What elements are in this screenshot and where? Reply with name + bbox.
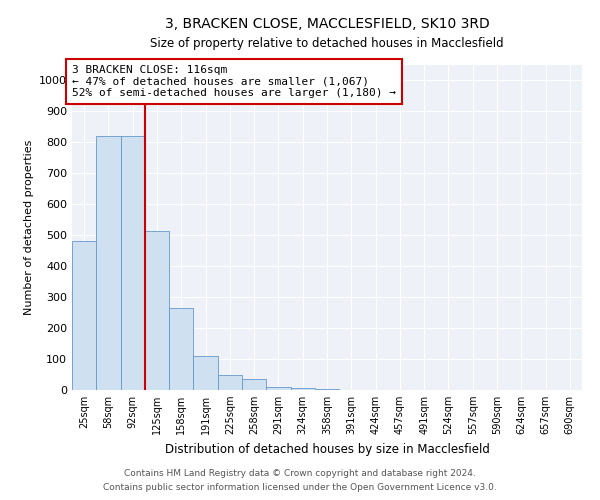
Text: 3 BRACKEN CLOSE: 116sqm
← 47% of detached houses are smaller (1,067)
52% of semi: 3 BRACKEN CLOSE: 116sqm ← 47% of detache… (72, 65, 396, 98)
X-axis label: Distribution of detached houses by size in Macclesfield: Distribution of detached houses by size … (164, 442, 490, 456)
Y-axis label: Number of detached properties: Number of detached properties (23, 140, 34, 315)
Bar (121, 136, 145, 390)
Bar (290, 388, 315, 390)
Text: Contains HM Land Registry data © Crown copyright and database right 2024.: Contains HM Land Registry data © Crown c… (124, 468, 476, 477)
Text: 3, BRACKEN CLOSE, MACCLESFIELD, SK10 3RD: 3, BRACKEN CLOSE, MACCLESFIELD, SK10 3RD (164, 18, 490, 32)
Bar (218, 374, 242, 390)
Bar (72, 242, 96, 390)
Bar (96, 136, 121, 390)
Bar (266, 387, 290, 390)
Text: Contains public sector information licensed under the Open Government Licence v3: Contains public sector information licen… (103, 484, 497, 492)
Text: Size of property relative to detached houses in Macclesfield: Size of property relative to detached ho… (150, 38, 504, 51)
Bar (193, 356, 218, 390)
Bar (169, 308, 193, 390)
Bar (242, 379, 266, 390)
Bar (145, 230, 169, 390)
